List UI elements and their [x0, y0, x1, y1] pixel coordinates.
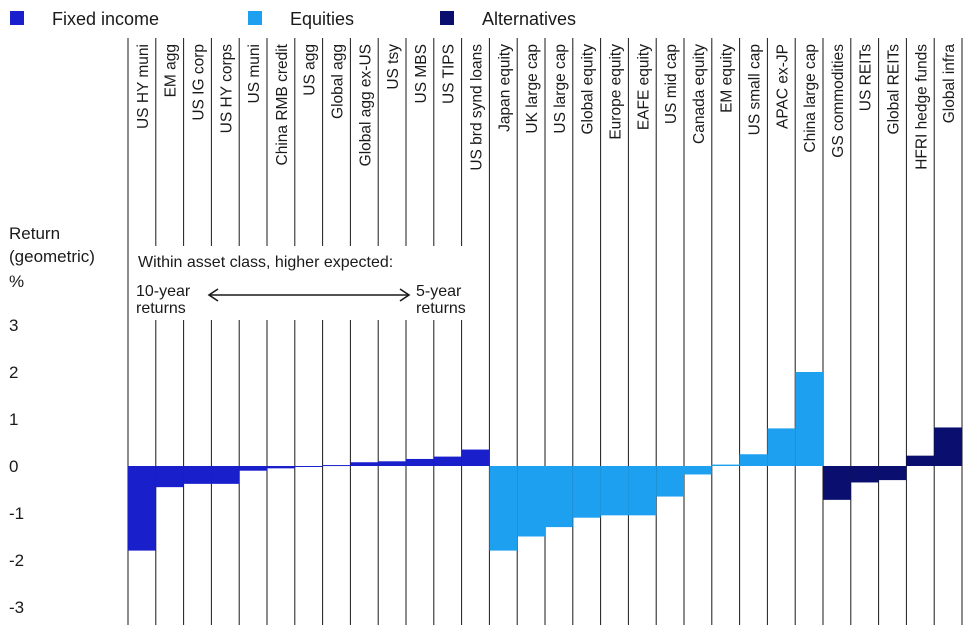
annotation-right-bottom: returns: [416, 300, 466, 317]
bar: [906, 455, 935, 466]
bar: [934, 427, 962, 466]
category-label: US REITs: [858, 44, 875, 111]
bar: [378, 461, 406, 466]
category-label: HFRI hedge funds: [913, 44, 930, 170]
y-tick-label: 2: [9, 363, 18, 382]
legend: Fixed income Equities Alternatives: [10, 9, 576, 29]
bar: [350, 462, 379, 466]
legend-label: Fixed income: [52, 9, 159, 29]
category-label: US MBS: [413, 44, 430, 103]
annotation: Within asset class, higher expected: 10-…: [134, 246, 480, 320]
category-label: Europe equity: [608, 44, 625, 140]
y-axis-label-line2: (geometric): [9, 247, 95, 266]
category-label: Global agg ex-US: [357, 44, 374, 166]
y-tick-label: -1: [9, 504, 24, 523]
category-label: US HY muni: [135, 44, 152, 129]
bar: [433, 456, 462, 466]
bar: [155, 466, 184, 488]
bar: [545, 466, 573, 528]
category-label: GS commodities: [830, 44, 847, 158]
bar: [322, 465, 351, 467]
y-tick-label: -2: [9, 551, 24, 570]
bar: [823, 466, 851, 500]
annotation-right-top: 5-year: [416, 283, 462, 300]
category-label: US agg: [302, 44, 319, 96]
category-label: US mid cap: [663, 44, 680, 124]
category-label: Global infra: [941, 44, 958, 124]
y-tick-label: -3: [9, 598, 24, 617]
legend-label: Alternatives: [482, 9, 576, 29]
bar: [767, 428, 796, 466]
legend-swatch: [10, 11, 24, 25]
y-axis-label-line1: Return: [9, 224, 60, 243]
category-label: US large cap: [552, 44, 569, 134]
category-label: EM equity: [719, 44, 736, 113]
category-label: Japan equity: [496, 44, 513, 132]
bars: [128, 372, 962, 551]
annotation-left-top: 10-year: [136, 283, 191, 300]
bar: [850, 466, 879, 483]
bar: [795, 372, 823, 466]
bar: [628, 466, 657, 516]
category-label: China large cap: [802, 44, 819, 153]
category-label: US brd synd loans: [469, 44, 486, 171]
category-label: US HY corps: [218, 44, 235, 134]
y-tick-label: 0: [9, 457, 18, 476]
category-label: US tsy: [385, 44, 402, 90]
category-label: US small cap: [747, 44, 764, 135]
y-axis: Return (geometric) % 3 2 1 0 -1 -2 -3: [9, 224, 95, 617]
y-tick-label: 1: [9, 410, 18, 429]
bar: [211, 466, 240, 484]
bar: [711, 464, 740, 466]
legend-swatch: [248, 11, 262, 25]
bar: [267, 466, 295, 469]
bar: [739, 454, 768, 466]
annotation-title: Within asset class, higher expected:: [138, 254, 393, 271]
category-label: APAC ex-JP: [774, 44, 791, 129]
category-label: US muni: [246, 44, 263, 103]
bar: [128, 466, 156, 551]
bar: [294, 466, 323, 467]
category-label: Global agg: [330, 44, 347, 119]
category-label: Global REITs: [886, 44, 903, 135]
annotation-background: [134, 246, 480, 320]
category-label: China RMB credit: [274, 43, 291, 165]
bar: [517, 466, 545, 537]
category-label: Global equity: [580, 44, 597, 135]
bar: [183, 466, 212, 484]
bar: [656, 466, 684, 497]
bar: [239, 466, 267, 471]
double-headed-arrow-icon: [207, 288, 411, 302]
annotation-left-bottom: returns: [136, 300, 186, 317]
category-labels: US HY muni EM agg US IG corp US HY corps US …: [135, 43, 958, 170]
bar: [572, 466, 601, 518]
category-label: EM agg: [163, 44, 180, 97]
legend-swatch: [440, 11, 454, 25]
bar: [489, 466, 518, 551]
y-axis-label-line3: %: [9, 272, 24, 291]
bar: [461, 449, 490, 466]
legend-label: Equities: [290, 9, 354, 29]
y-tick-label: 3: [9, 316, 18, 335]
category-label: EAFE equity: [635, 44, 652, 130]
category-label: US TIPS: [441, 44, 458, 104]
category-label: Canada equity: [691, 44, 708, 144]
category-label: US IG corp: [191, 44, 208, 121]
bar: [406, 458, 434, 466]
category-label: UK large cap: [524, 44, 541, 134]
bar: [600, 466, 629, 516]
bar: [684, 466, 712, 475]
bar: [878, 466, 907, 481]
